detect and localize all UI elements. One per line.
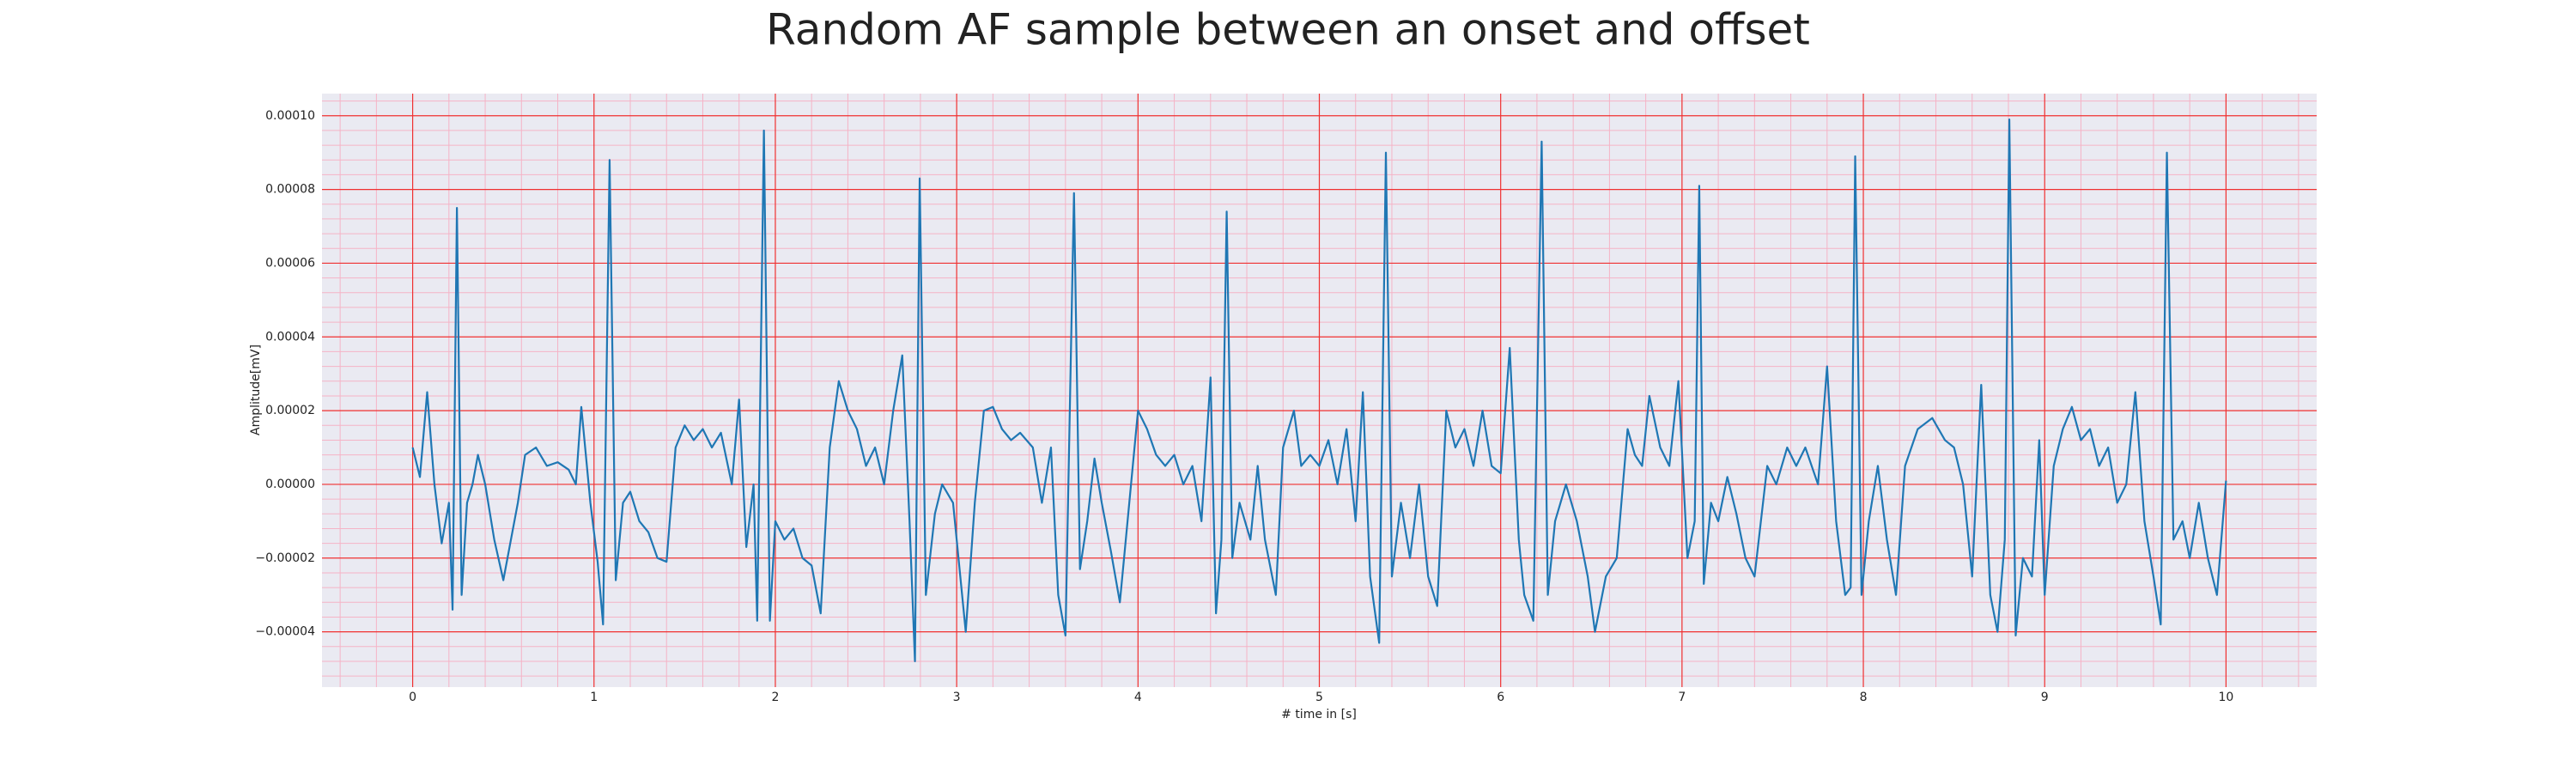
y-tick-label: 0.00004 (265, 330, 315, 344)
x-tick-label: 1 (590, 691, 598, 704)
chart-title: Random AF sample between an onset and of… (766, 5, 1810, 55)
y-tick-label: 0.00008 (265, 183, 315, 197)
x-tick-label: 0 (409, 691, 416, 704)
x-tick-label: 8 (1860, 691, 1868, 704)
y-tick-label: 0.00002 (265, 404, 315, 417)
x-tick-label: 4 (1134, 691, 1142, 704)
y-tick-label: 0.00010 (265, 109, 315, 123)
signal-line (411, 118, 2227, 663)
y-axis-label: Amplitude[mV] (249, 344, 263, 435)
x-axis-label: # time in [s] (1281, 708, 1357, 721)
y-tick-label: −0.00002 (255, 551, 315, 565)
x-tick-label: 5 (1315, 691, 1323, 704)
x-tick-label: 3 (953, 691, 961, 704)
y-tick-label: 0.00006 (265, 256, 315, 270)
x-tick-label: 2 (771, 691, 779, 704)
x-tick-label: 10 (2218, 691, 2233, 704)
x-tick-label: 9 (2041, 691, 2049, 704)
y-tick-label: 0.00000 (265, 478, 315, 491)
y-tick-label: −0.00004 (255, 625, 315, 639)
x-tick-label: 6 (1497, 691, 1504, 704)
x-tick-label: 7 (1678, 691, 1686, 704)
